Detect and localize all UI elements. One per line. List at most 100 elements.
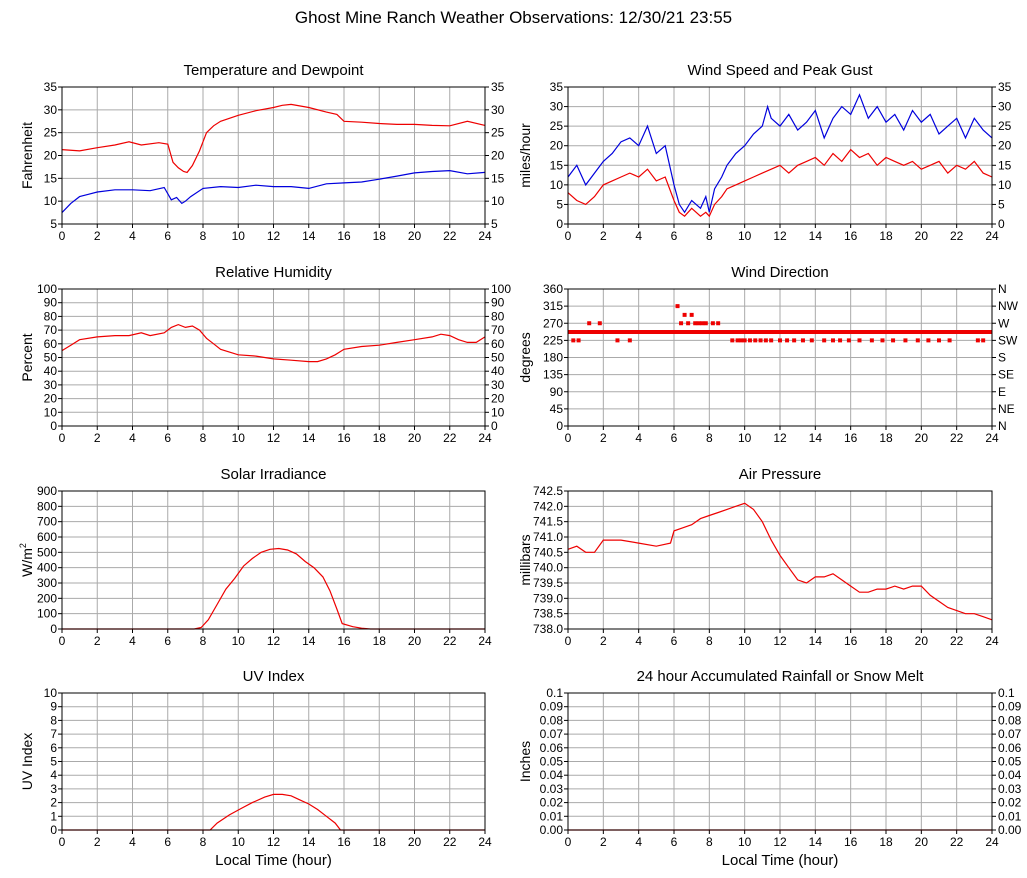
data-point [742,338,747,343]
x-tick-label: 4 [129,835,136,849]
data-point [903,338,908,343]
data-point [730,338,735,343]
y-tick-label-right: 20 [491,392,505,406]
x-tick-label: 14 [302,634,316,648]
y-tick-label: 180 [543,351,563,365]
y-tick-label-right: 0.02 [998,796,1022,810]
x-tick-label: 16 [337,229,351,243]
series-line [567,93,993,214]
x-tick-label: 16 [844,634,858,648]
x-tick-label: 24 [985,835,999,849]
y-tick-label: 0.06 [540,741,564,755]
y-tick-label: 0.02 [540,796,564,810]
x-tick-label: 8 [200,431,207,445]
plot-frame [61,288,486,427]
x-tick-label: 10 [232,229,246,243]
data-point [763,338,768,343]
data-point [869,338,874,343]
y-tick-label-right: W [998,316,1010,330]
y-tick-label-right: E [998,385,1006,399]
x-tick-label: 12 [267,431,281,445]
y-tick-label-right: 0.00 [998,823,1022,837]
x-tick-label: 8 [200,229,207,243]
y-tick-label-right: 0.07 [998,727,1022,741]
y-tick-label: 740.5 [533,545,563,559]
data-point [937,338,941,343]
y-tick-label-right: SW [998,333,1018,347]
data-point [822,338,827,343]
x-tick-label: 0 [59,431,66,445]
x-tick-label: 4 [129,634,136,648]
chart-title: 24 hour Accumulated Rainfall or Snow Mel… [637,668,925,685]
x-tick-label: 2 [600,229,607,243]
x-tick-label: 2 [600,431,607,445]
y-tick-label-right: 0.09 [998,700,1022,714]
y-tick-label: 20 [44,392,58,406]
y-tick-label: 0 [556,217,563,231]
page-title: Ghost Mine Ranch Weather Observations: 1… [294,8,733,27]
x-tick-label: 0 [59,229,66,243]
x-tick-label: 22 [443,835,457,849]
y-tick-label: 30 [44,103,58,117]
data-point [915,338,920,343]
x-tick-label: 22 [443,634,457,648]
x-tick-label: 8 [706,634,713,648]
y-tick-label: 4 [50,768,57,782]
data-point [675,304,680,309]
y-tick-label: 25 [550,119,564,133]
data-point [696,321,701,326]
x-tick-label: 18 [879,229,893,243]
y-tick-label: 700 [37,515,57,529]
y-axis-label: UV Index [19,733,35,791]
data-point [831,338,835,343]
y-tick-label: 70 [44,323,58,337]
y-tick-label: 50 [44,351,58,365]
y-tick-label-right: 10 [491,194,505,208]
y-tick-label: 2 [50,796,57,810]
x-tick-label: 0 [565,835,572,849]
y-tick-label-right: 15 [998,158,1012,172]
x-tick-label: 18 [879,835,893,849]
x-tick-label: 8 [706,835,713,849]
x-tick-label: 12 [773,634,787,648]
x-tick-label: 16 [337,431,351,445]
y-tick-label: 20 [44,149,58,163]
y-tick-label-right: 20 [998,139,1012,153]
y-tick-label: 5 [50,755,57,769]
x-tick-label: 0 [59,835,66,849]
y-tick-label: 10 [44,405,58,419]
data-point [679,321,684,326]
x-tick-label: 24 [478,835,492,849]
y-tick-label: 900 [37,484,57,498]
y-tick-label: 0.03 [540,782,564,796]
y-tick-label-right: 70 [491,323,505,337]
x-tick-label: 20 [915,634,929,648]
data-point [576,338,581,343]
y-tick-label: 100 [37,282,57,296]
x-tick-label: 12 [773,431,787,445]
y-tick-label-right: 80 [491,309,505,323]
data-point [571,338,576,343]
x-tick-label: 14 [302,835,316,849]
x-tick-label: 6 [164,634,171,648]
series-line [61,103,486,174]
x-tick-label: 20 [915,431,929,445]
x-tick-label: 20 [915,835,929,849]
series-line [61,323,486,363]
y-tick-label-right: 15 [491,171,505,185]
y-tick-label: 742.5 [533,484,563,498]
y-tick-label-right: 100 [491,282,511,296]
y-tick-label: 9 [50,700,57,714]
plot-frame [61,692,486,831]
x-tick-label: 6 [164,835,171,849]
x-tick-label: 14 [809,634,823,648]
plot-frame [61,86,486,225]
chart-title: Relative Humidity [215,264,332,281]
y-tick-label-right: 5 [998,197,1005,211]
y-axis-label: Fahrenheit [19,122,35,189]
y-tick-label-right: 0 [998,217,1005,231]
